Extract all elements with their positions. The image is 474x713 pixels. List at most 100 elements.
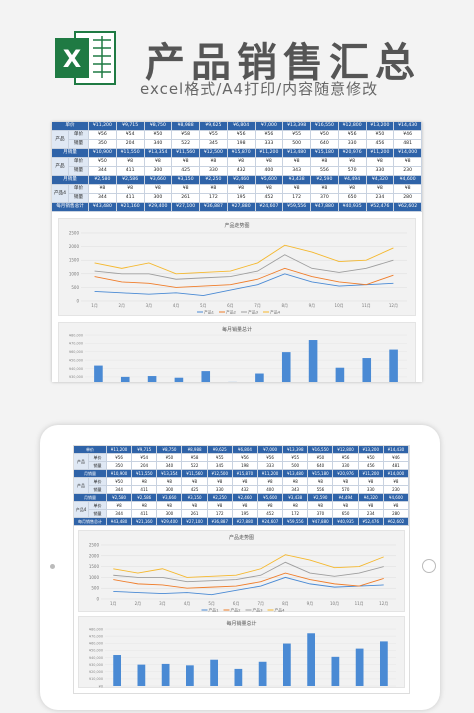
table-cell[interactable]: ¥11,560 [182, 470, 208, 478]
table-cell[interactable]: ¥8 [358, 478, 384, 486]
table-cell[interactable]: 432 [232, 486, 258, 494]
table-cell[interactable]: 452 [257, 510, 284, 518]
table-cell[interactable]: 500 [283, 462, 309, 470]
table-cell[interactable]: ¥8 [107, 502, 133, 510]
table-cell[interactable]: ¥43,480 [107, 518, 133, 526]
table-cell[interactable]: 172 [283, 510, 309, 518]
table-cell[interactable]: ¥56 [257, 454, 284, 462]
table-cell[interactable]: ¥2,460 [232, 494, 258, 502]
table-cell[interactable]: ¥8 [227, 158, 256, 167]
table-cell[interactable]: ¥4,494 [338, 176, 367, 185]
table-cell[interactable]: ¥10,900 [89, 149, 117, 158]
table-cell[interactable]: ¥8 [200, 158, 228, 167]
table-cell[interactable]: 350 [107, 462, 133, 470]
table-cell[interactable]: ¥11,560 [172, 149, 200, 158]
table-cell[interactable]: ¥12,500 [200, 149, 228, 158]
table-cell[interactable]: ¥3,150 [182, 494, 208, 502]
table-cell[interactable]: ¥9,625 [207, 446, 233, 454]
table-cell[interactable]: ¥11,200 [107, 446, 133, 454]
table-cell[interactable]: 333 [255, 140, 284, 149]
table-cell[interactable]: ¥10,900 [107, 470, 133, 478]
table-cell[interactable]: ¥7,000 [257, 446, 284, 454]
table-cell[interactable]: ¥8 [394, 158, 422, 167]
table-cell[interactable]: ¥8 [207, 478, 233, 486]
table-cell[interactable]: ¥59,556 [283, 518, 309, 526]
table-cell[interactable]: ¥8 [255, 158, 284, 167]
table-cell[interactable]: ¥2,580 [89, 176, 117, 185]
table-cell[interactable]: 333 [257, 462, 284, 470]
table-cell[interactable]: 400 [255, 167, 284, 176]
table-cell[interactable]: ¥2,460 [227, 176, 256, 185]
table-cell[interactable]: ¥11,550 [116, 149, 145, 158]
table-cell[interactable]: ¥40,935 [333, 518, 359, 526]
table-cell[interactable]: ¥8 [338, 158, 367, 167]
table-cell[interactable]: ¥9,715 [132, 446, 158, 454]
table-cell[interactable]: ¥8 [172, 185, 200, 194]
table-cell[interactable]: ¥50 [157, 454, 183, 462]
table-cell[interactable]: ¥8 [144, 158, 173, 167]
table-cell[interactable]: ¥27,100 [182, 518, 208, 526]
table-cell[interactable]: ¥13,354 [157, 470, 183, 478]
table-cell[interactable]: 345 [207, 462, 233, 470]
table-cell[interactable]: ¥2,250 [207, 494, 233, 502]
table-cell[interactable]: ¥8 [358, 502, 384, 510]
table-cell[interactable]: ¥15,180 [308, 470, 334, 478]
table-cell[interactable]: 522 [172, 140, 200, 149]
table-cell[interactable]: 522 [182, 462, 208, 470]
table-cell[interactable]: 198 [232, 462, 258, 470]
table-cell[interactable]: 340 [144, 140, 173, 149]
table-cell[interactable]: ¥50 [358, 454, 384, 462]
table-cell[interactable]: ¥9,625 [200, 122, 228, 131]
table-cell[interactable]: ¥56 [89, 131, 117, 140]
table-cell[interactable]: ¥56 [107, 454, 133, 462]
table-cell[interactable]: 556 [311, 167, 339, 176]
table-cell[interactable]: ¥55 [207, 454, 233, 462]
table-cell[interactable]: ¥8 [89, 185, 117, 194]
table-cell[interactable]: ¥8 [283, 158, 311, 167]
table-cell[interactable]: ¥4,320 [366, 176, 395, 185]
table-cell[interactable]: ¥50 [366, 131, 395, 140]
table-cell[interactable]: ¥5,600 [257, 494, 284, 502]
table-cell[interactable]: 411 [116, 194, 145, 203]
table-cell[interactable]: ¥50 [311, 131, 339, 140]
table-cell[interactable]: ¥12,500 [207, 470, 233, 478]
table-cell[interactable]: 345 [200, 140, 228, 149]
table-cell[interactable]: ¥8 [132, 502, 158, 510]
table-cell[interactable]: 330 [207, 486, 233, 494]
table-cell[interactable]: ¥24,607 [257, 518, 284, 526]
table-cell[interactable]: ¥36,887 [200, 203, 228, 212]
table-cell[interactable]: ¥11,550 [132, 470, 158, 478]
table-cell[interactable]: 300 [144, 194, 173, 203]
table-cell[interactable]: ¥5,600 [255, 176, 284, 185]
table-cell[interactable]: 330 [200, 167, 228, 176]
table-cell[interactable]: ¥8 [308, 478, 334, 486]
table-cell[interactable]: ¥11,200 [255, 149, 284, 158]
table-cell[interactable]: ¥2,590 [311, 176, 339, 185]
table-cell[interactable]: 570 [333, 486, 359, 494]
table-cell[interactable]: ¥4,600 [383, 494, 409, 502]
table-cell[interactable]: ¥11,200 [89, 122, 117, 131]
table-cell[interactable]: 456 [366, 140, 395, 149]
table-cell[interactable]: ¥4,600 [394, 176, 422, 185]
table-cell[interactable]: ¥15,870 [227, 149, 256, 158]
table-cell[interactable]: 556 [308, 486, 334, 494]
table-cell[interactable]: 230 [383, 486, 409, 494]
table-cell[interactable]: ¥15,870 [232, 470, 258, 478]
table-cell[interactable]: ¥9,715 [116, 122, 145, 131]
table-cell[interactable]: ¥43,480 [89, 203, 117, 212]
table-cell[interactable]: ¥56 [333, 454, 359, 462]
table-cell[interactable]: ¥8 [383, 478, 409, 486]
table-cell[interactable]: ¥8 [311, 158, 339, 167]
table-cell[interactable]: ¥6,804 [232, 446, 258, 454]
table-cell[interactable]: ¥3,660 [157, 494, 183, 502]
table-cell[interactable]: ¥46 [383, 454, 409, 462]
table-cell[interactable]: ¥8 [283, 478, 309, 486]
table-cell[interactable]: ¥50 [107, 478, 133, 486]
table-cell[interactable]: ¥13,480 [283, 149, 311, 158]
table-cell[interactable]: 198 [227, 140, 256, 149]
table-cell[interactable]: ¥12,800 [333, 446, 359, 454]
table-cell[interactable]: 330 [366, 167, 395, 176]
table-cell[interactable]: ¥27,880 [227, 203, 256, 212]
table-cell[interactable]: 343 [283, 486, 309, 494]
table-cell[interactable]: 204 [116, 140, 145, 149]
